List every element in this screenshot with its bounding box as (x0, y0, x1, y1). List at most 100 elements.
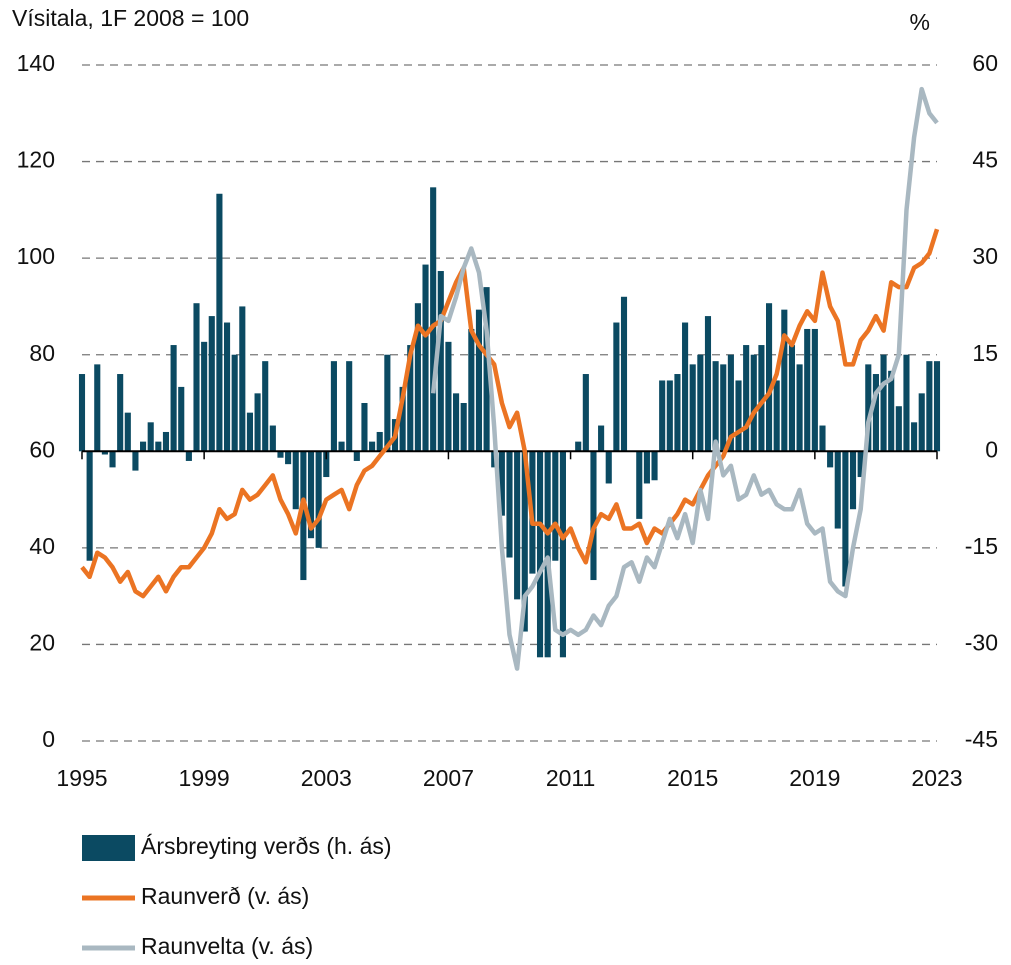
bar (796, 364, 803, 452)
bar (506, 451, 513, 558)
bar (758, 345, 765, 452)
bar (384, 354, 391, 452)
bar (674, 374, 681, 452)
bar (330, 361, 337, 452)
bar (124, 412, 131, 452)
bar (544, 451, 551, 658)
bar (804, 328, 811, 452)
bar (231, 354, 238, 452)
y-tick-label: 140 (17, 50, 55, 76)
bar (475, 309, 483, 452)
bar (445, 341, 452, 452)
bar (109, 451, 116, 468)
x-tick-label: 2003 (301, 765, 352, 791)
bar (811, 328, 818, 452)
bar (865, 364, 872, 452)
bar (620, 296, 628, 452)
x-tick-label: 1995 (56, 765, 107, 791)
y-tick-label: 80 (29, 340, 55, 366)
bar (903, 354, 910, 452)
y-tick-label: 20 (29, 630, 55, 656)
bar (697, 354, 704, 452)
bar (430, 187, 437, 452)
bar (117, 374, 124, 452)
y-tick-label: 0 (42, 726, 55, 752)
bar (666, 380, 673, 452)
bar (422, 264, 429, 452)
line (80, 228, 940, 599)
bar (300, 451, 307, 581)
bar (575, 441, 582, 452)
x-tick-label: 2019 (789, 765, 840, 791)
bar (453, 393, 460, 452)
x-tick-label: 2011 (546, 765, 595, 791)
bar (689, 364, 696, 452)
bar (842, 451, 849, 587)
bar (338, 441, 345, 452)
bar (147, 422, 154, 452)
bar (323, 451, 330, 478)
bar (895, 406, 902, 452)
bar (78, 374, 86, 452)
bar (872, 374, 879, 452)
bar (682, 322, 689, 452)
bar (437, 271, 444, 452)
bar (788, 345, 796, 452)
bar (659, 380, 666, 452)
legend-label: Ársbreyting verðs (h. ás) (141, 833, 392, 859)
y2-tick-label: -45 (965, 726, 998, 752)
y-tick-label: 60 (29, 436, 55, 462)
bar (582, 374, 589, 452)
bar (201, 341, 208, 452)
bar (277, 451, 284, 458)
bar (880, 354, 887, 452)
bar (704, 316, 712, 452)
bar (857, 451, 864, 478)
bar (720, 364, 727, 452)
bar (185, 451, 192, 461)
bar (827, 451, 834, 468)
bar (239, 306, 246, 452)
bar (773, 380, 780, 452)
bar (223, 322, 231, 452)
bar (651, 451, 658, 481)
bar (712, 361, 719, 452)
bar (590, 451, 597, 581)
bar (911, 422, 918, 452)
bar (536, 451, 544, 658)
bar (399, 386, 406, 452)
bar (262, 361, 269, 452)
bar (735, 380, 742, 452)
legend-label: Raunverð (v. ás) (141, 883, 309, 909)
bar (254, 393, 261, 452)
bar (766, 303, 773, 452)
y-tick-label: 40 (29, 533, 55, 559)
bar (285, 451, 292, 465)
bar (94, 364, 101, 452)
bar (460, 403, 467, 452)
y-tick-label: 120 (17, 147, 55, 173)
bar (315, 451, 322, 548)
bar (498, 451, 505, 516)
bar (933, 361, 941, 452)
y2-tick-label: 15 (972, 340, 998, 366)
bar (407, 345, 414, 452)
legend-swatch (82, 835, 135, 861)
bar (727, 354, 734, 452)
x-tick-label: 2007 (423, 765, 474, 791)
bar (193, 303, 200, 452)
bar (101, 451, 108, 455)
bar (269, 425, 276, 452)
x-tick-label: 2023 (911, 765, 962, 791)
bar (834, 451, 841, 529)
bar (376, 431, 383, 452)
x-tick-label: 2015 (667, 765, 718, 791)
bar (781, 309, 788, 452)
bar (598, 425, 605, 452)
bar (216, 193, 223, 452)
x-tick-label: 1999 (179, 765, 230, 791)
y2-tick-label: -30 (965, 630, 998, 656)
bar (468, 328, 475, 452)
y-axis-label: Vísitala, 1F 2008 = 100 (12, 5, 249, 31)
